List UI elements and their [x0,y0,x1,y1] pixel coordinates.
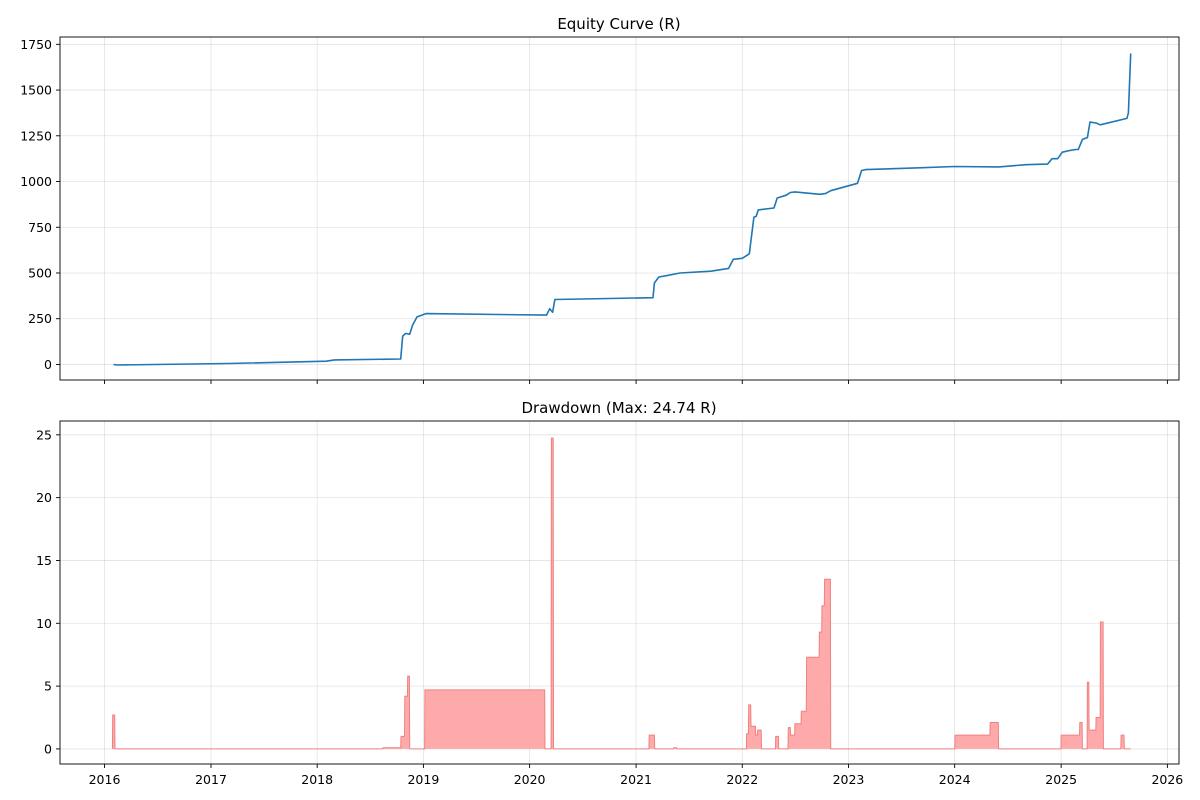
drawdown-xtick-label-2023: 2023 [833,772,865,787]
drawdown-xtick-label-2020: 2020 [514,772,546,787]
equity-ytick-label-250: 250 [28,311,52,326]
equity-chart-title: Equity Curve (R) [557,15,680,33]
drawdown-area-edge [111,437,1131,750]
drawdown-xtick-label-2016: 2016 [89,772,121,787]
drawdown-chart-title: Drawdown (Max: 24.74 R) [521,399,716,417]
drawdown-ytick-label-10: 10 [36,616,52,631]
equity-ytick-label-750: 750 [28,220,52,235]
drawdown-xtick-label-2022: 2022 [726,772,758,787]
drawdown-axes-frame [59,420,1180,765]
drawdown-ytick-label-0: 0 [44,741,52,756]
drawdown-xtick-label-2021: 2021 [620,772,652,787]
drawdown-ytick-label-20: 20 [36,490,52,505]
drawdown-xtick-label-2024: 2024 [939,772,971,787]
equity-panel: Equity Curve (R) 0 250 500 750 1000 1250 1500 1… [20,15,1180,384]
drawdown-panel: Drawdown (Max: 24.74 R) 2016 2017 2018 2019… [36,399,1183,787]
drawdown-area-fill [112,438,1131,749]
equity-ytick-label-1000: 1000 [20,174,52,189]
equity-ytick-label-0: 0 [44,357,52,372]
drawdown-xtick-label-2017: 2017 [195,772,227,787]
equity-axes-frame [59,36,1180,381]
equity-ytick-label-1750: 1750 [20,37,52,52]
drawdown-ytick-label-25: 25 [36,427,52,442]
equity-ytick-label-1250: 1250 [20,128,52,143]
drawdown-ytick-label-15: 15 [36,553,52,568]
drawdown-xtick-label-2018: 2018 [301,772,333,787]
equity-ytick-label-1500: 1500 [20,83,52,98]
equity-ytick-label-500: 500 [28,265,52,280]
drawdown-ytick-label-5: 5 [44,679,52,694]
drawdown-xtick-label-2019: 2019 [407,772,439,787]
equity-series-line [113,53,1132,366]
drawdown-xtick-label-2026: 2026 [1151,772,1183,787]
drawdown-xtick-label-2025: 2025 [1045,772,1077,787]
